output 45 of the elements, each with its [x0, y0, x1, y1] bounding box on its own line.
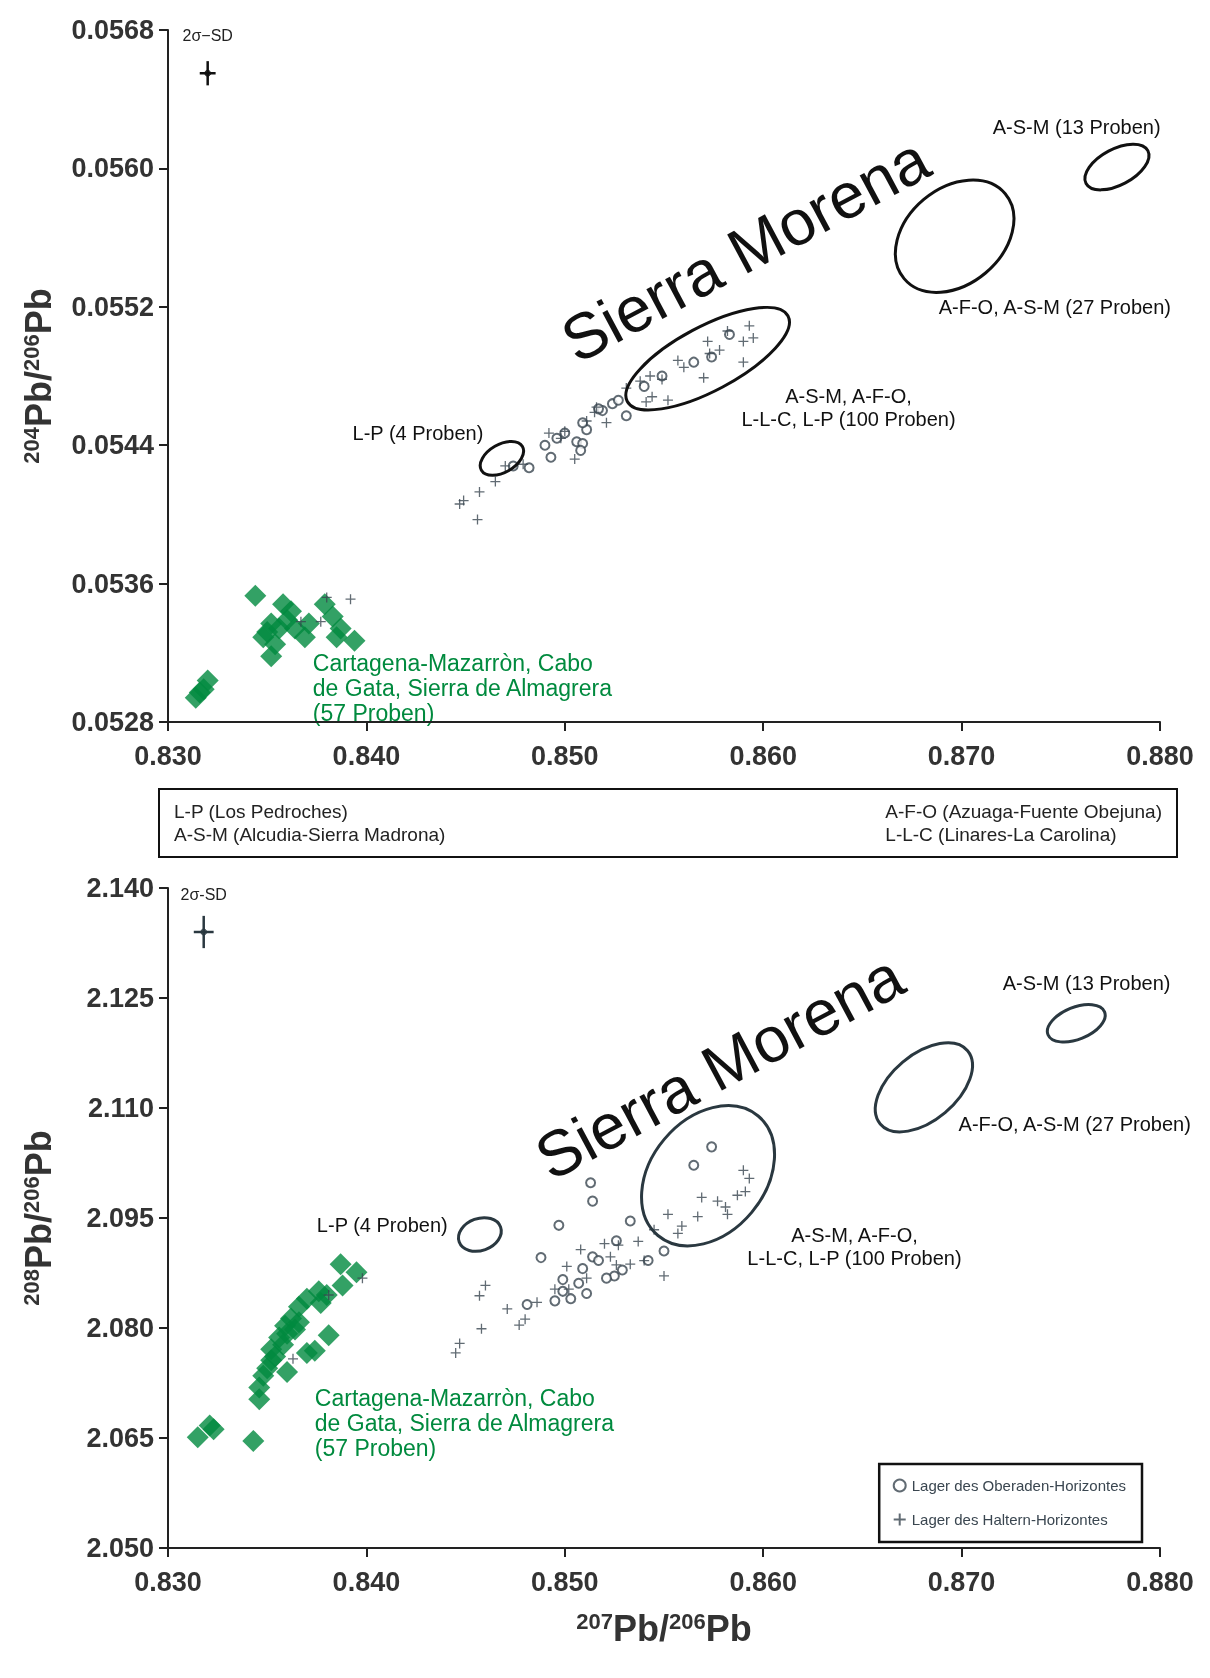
x-tick-label: 0.830	[134, 740, 202, 771]
x-tick-label: 0.880	[1126, 1566, 1194, 1597]
annotation: A-F-O, A-S-M (27 Proben)	[958, 1113, 1191, 1136]
x-tick-label: 0.860	[729, 740, 797, 771]
annotation: A-S-M, A-F-O, L-L-C, L-P (100 Proben)	[747, 1223, 962, 1269]
text: L-L-C (Linares-La Carolina)	[885, 823, 1118, 846]
x-tick-label: 0.850	[531, 1566, 599, 1597]
y-tick-label: 0.0536	[71, 568, 154, 599]
annotation: A-S-M (13 Proben)	[1002, 972, 1171, 995]
annotation: L-P (4 Proben)	[352, 422, 484, 445]
legend-label: Lager des Haltern-Horizontes	[911, 1511, 1108, 1528]
x-tick-label: 0.840	[332, 1566, 401, 1597]
y-tick-label: 0.0552	[71, 291, 154, 322]
text: L-P (Los Pedroches)	[174, 800, 349, 823]
y-tick-label: 0.0560	[71, 153, 154, 184]
series-label: Cartagena-Mazarròn, Cabo de Gata, Sierra de Almagrera (57 Proben)	[314, 1385, 615, 1462]
text: 2σ-SD	[180, 885, 227, 903]
y-tick-label: 2.095	[86, 1203, 154, 1233]
y-tick-label: 2.125	[86, 983, 154, 1013]
annotation: L-P (4 Proben)	[316, 1213, 448, 1236]
y-tick-label: 0.0528	[71, 707, 154, 737]
y-tick-label: 2.080	[86, 1313, 154, 1343]
y-axis-title: 204Pb/206Pb	[17, 288, 59, 464]
y-tick-label: 0.0568	[71, 15, 154, 45]
annotation: A-S-M, A-F-O, L-L-C, L-P (100 Proben)	[741, 384, 956, 430]
x-tick-label: 0.840	[332, 740, 401, 771]
y-tick-label: 2.140	[86, 873, 154, 903]
annotation: A-S-M (13 Proben)	[992, 115, 1161, 138]
y-tick-label: 2.110	[87, 1093, 154, 1123]
x-tick-label: 0.850	[531, 740, 599, 771]
x-tick-label: 0.860	[729, 1566, 797, 1597]
y-tick-label: 2.065	[86, 1423, 154, 1453]
y-tick-label: 0.0544	[71, 430, 154, 461]
text: A-S-M (Alcudia-Sierra Madrona)	[174, 823, 446, 846]
x-tick-label: 0.880	[1126, 740, 1194, 771]
legend-label: Lager des Oberaden-Horizontes	[911, 1477, 1126, 1494]
series-label: Cartagena-Mazarròn, Cabo de Gata, Sierra de Almagrera (57 Proben)	[312, 649, 613, 726]
text: 2σ−SD	[182, 26, 233, 44]
x-tick-label: 0.870	[927, 1566, 996, 1597]
annotation: A-F-O, A-S-M (27 Proben)	[938, 295, 1171, 318]
y-axis-title: 208Pb/206Pb	[17, 1130, 59, 1306]
x-tick-label: 0.870	[927, 740, 996, 771]
y-tick-label: 2.050	[86, 1533, 154, 1563]
text: A-F-O (Azuaga-Fuente Obejuna)	[885, 800, 1162, 823]
x-tick-label: 0.830	[134, 1566, 202, 1597]
